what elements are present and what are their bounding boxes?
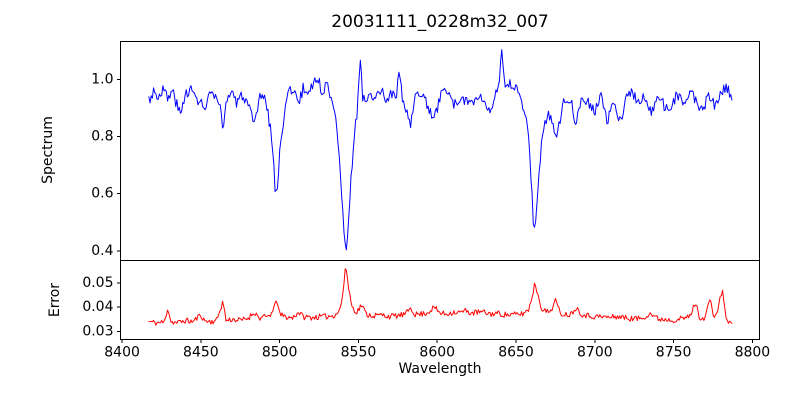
error-y-tick-label: 0.03 xyxy=(82,323,113,339)
spectrum-y-tick-label: 0.4 xyxy=(91,243,113,259)
error-axes-frame xyxy=(120,260,760,340)
x-tick-label: 8400 xyxy=(104,345,140,361)
x-axis-label: Wavelength xyxy=(398,361,482,377)
plot-title: 20031111_0228m32_007 xyxy=(331,12,549,32)
x-tick-label: 8450 xyxy=(183,345,219,361)
x-tick-label: 8750 xyxy=(656,345,692,361)
spectrum-axes-frame xyxy=(120,41,760,261)
error-y-axis-label: Error xyxy=(47,282,63,318)
spectrum-y-tick-label: 1.0 xyxy=(91,71,113,87)
error-line xyxy=(148,268,733,326)
spectrum-y-axis-label: Spectrum xyxy=(40,116,56,184)
x-tick-label: 8600 xyxy=(419,345,455,361)
x-tick-label: 8800 xyxy=(735,345,771,361)
x-tick-label: 8550 xyxy=(341,345,377,361)
spectrum-line xyxy=(148,49,733,251)
spectrum-y-tick-label: 0.6 xyxy=(91,186,113,202)
x-tick-label: 8650 xyxy=(498,345,534,361)
spectrum-y-tick-label: 0.8 xyxy=(91,129,113,145)
x-tick-label: 8500 xyxy=(262,345,298,361)
axis-tick-labels: 8400 8450 8500 8550 8600 8650 8700 8750 8800 0.4 0… xyxy=(82,71,770,360)
error-y-tick-label: 0.04 xyxy=(82,299,113,315)
x-tick-label: 8700 xyxy=(577,345,613,361)
axis-ticks xyxy=(117,78,753,343)
error-y-tick-label: 0.05 xyxy=(82,275,113,291)
